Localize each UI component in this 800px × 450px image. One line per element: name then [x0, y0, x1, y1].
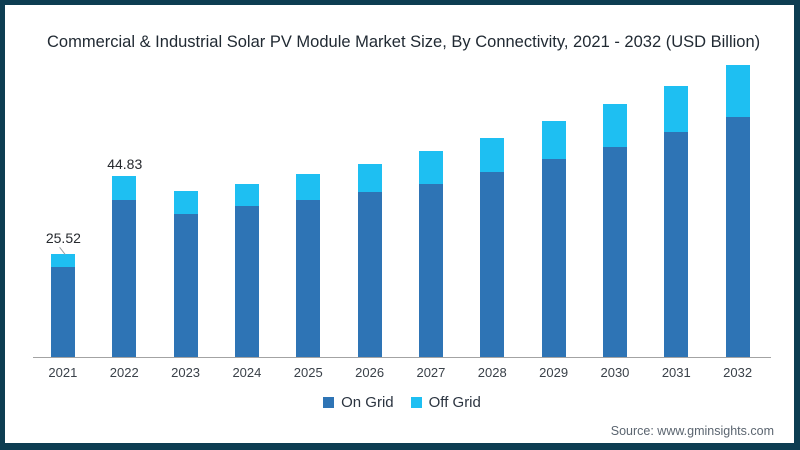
bar-2028 — [480, 137, 505, 357]
value-label-2021: 25.52 — [45, 229, 81, 246]
x-tick-2026: 2026 — [355, 365, 385, 380]
bar-segment-on-grid-2021 — [50, 266, 75, 357]
bar-segment-on-grid-2025 — [296, 200, 321, 357]
bar-2030 — [602, 103, 627, 357]
bar-2027 — [418, 150, 443, 357]
x-tick-2029: 2029 — [539, 365, 569, 380]
x-tick-2030: 2030 — [600, 365, 630, 380]
legend: On Grid Off Grid — [33, 394, 771, 411]
bar-segment-off-grid-2027 — [418, 150, 443, 184]
bar-segment-on-grid-2031 — [664, 131, 689, 357]
bar-2023 — [173, 190, 198, 357]
bar-2032 — [725, 65, 750, 357]
legend-item-on-grid: On Grid — [323, 394, 394, 411]
legend-label-on-grid: On Grid — [341, 394, 394, 411]
on-grid-swatch-icon — [323, 397, 335, 408]
x-tick-2021: 2021 — [48, 365, 78, 380]
bar-segment-on-grid-2024 — [234, 206, 259, 357]
bar-segment-on-grid-2022 — [112, 200, 137, 357]
x-tick-2025: 2025 — [293, 365, 323, 380]
bar-segment-on-grid-2032 — [725, 117, 750, 357]
x-tick-2028: 2028 — [477, 365, 507, 380]
bar-segment-off-grid-2026 — [357, 164, 382, 193]
bar-segment-off-grid-2028 — [480, 137, 505, 172]
bar-segment-on-grid-2026 — [357, 192, 382, 357]
bar-2024 — [234, 183, 259, 357]
bar-segment-off-grid-2024 — [234, 183, 259, 207]
chart-canvas: Commercial & Industrial Solar PV Module … — [5, 5, 794, 443]
bar-segment-on-grid-2023 — [173, 214, 198, 357]
bar-2022 — [112, 175, 137, 357]
x-axis-line — [33, 357, 771, 358]
legend-item-off-grid: Off Grid — [410, 394, 481, 411]
bar-2026 — [357, 164, 382, 357]
value-label-2022: 44.83 — [107, 155, 143, 172]
x-tick-2027: 2027 — [416, 365, 446, 380]
bar-segment-off-grid-2021 — [50, 253, 75, 267]
bar-segment-on-grid-2027 — [418, 183, 443, 357]
off-grid-swatch-icon — [410, 397, 422, 408]
bar-segment-on-grid-2030 — [602, 146, 627, 357]
bar-segment-off-grid-2031 — [664, 85, 689, 132]
bar-segment-off-grid-2022 — [112, 175, 137, 201]
bar-segment-off-grid-2030 — [602, 103, 627, 147]
bar-2031 — [664, 85, 689, 357]
x-tick-2024: 2024 — [232, 365, 262, 380]
bar-2025 — [296, 174, 321, 357]
bar-segment-off-grid-2025 — [296, 174, 321, 201]
bar-2029 — [541, 121, 566, 357]
bar-segment-on-grid-2028 — [480, 171, 505, 357]
bar-segment-off-grid-2032 — [725, 65, 750, 118]
bar-segment-off-grid-2023 — [173, 190, 198, 215]
bar-segment-off-grid-2029 — [541, 121, 566, 160]
x-tick-2022: 2022 — [109, 365, 139, 380]
legend-label-off-grid: Off Grid — [428, 394, 481, 411]
x-tick-2031: 2031 — [661, 365, 691, 380]
x-tick-2023: 2023 — [171, 365, 201, 380]
source-attribution: Source: www.gminsights.com — [610, 424, 774, 438]
bar-segment-on-grid-2029 — [541, 159, 566, 357]
x-tick-2032: 2032 — [723, 365, 753, 380]
bar-2021 — [50, 253, 75, 357]
chart-title: Commercial & Industrial Solar PV Module … — [47, 33, 761, 51]
